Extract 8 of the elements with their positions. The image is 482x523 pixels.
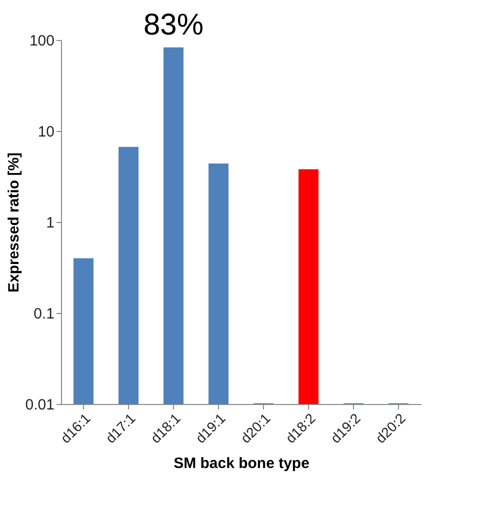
y-tick-label: 10: [38, 124, 54, 140]
annotation: 83%: [143, 8, 204, 42]
y-tick-label: 100: [29, 32, 54, 50]
y-tick-label: 1: [46, 214, 54, 232]
y-tick-label: 0.01: [25, 396, 54, 414]
y-axis-title: Expressed ratio [%]: [5, 152, 22, 293]
y-tick-label: 0.1: [34, 306, 54, 322]
x-axis-title: SM back bone type: [174, 455, 310, 472]
